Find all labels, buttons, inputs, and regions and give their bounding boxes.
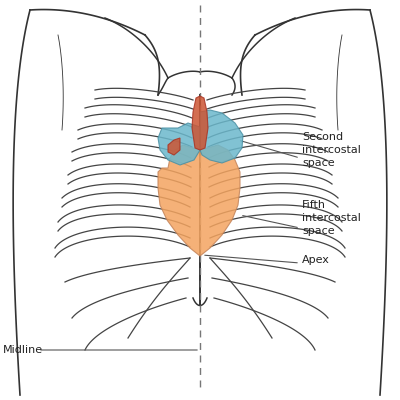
Text: Second
intercostal
space: Second intercostal space	[302, 132, 361, 168]
Polygon shape	[158, 145, 240, 256]
Polygon shape	[192, 96, 208, 150]
Text: Midline: Midline	[3, 345, 43, 355]
Text: Fifth
intercostal
space: Fifth intercostal space	[302, 200, 361, 236]
Text: Apex: Apex	[302, 255, 330, 265]
Polygon shape	[158, 123, 200, 165]
Polygon shape	[168, 138, 180, 155]
Polygon shape	[200, 110, 243, 163]
